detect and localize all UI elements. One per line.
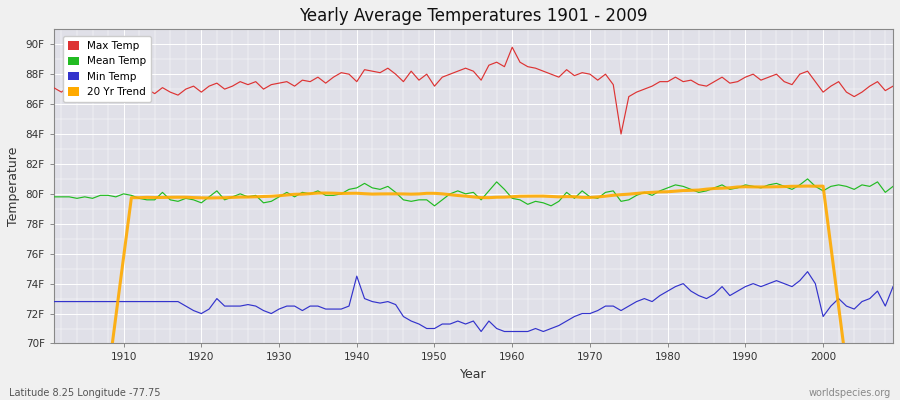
Text: worldspecies.org: worldspecies.org (809, 388, 891, 398)
Y-axis label: Temperature: Temperature (7, 147, 20, 226)
Legend: Max Temp, Mean Temp, Min Temp, 20 Yr Trend: Max Temp, Mean Temp, Min Temp, 20 Yr Tre… (63, 36, 151, 102)
Title: Yearly Average Temperatures 1901 - 2009: Yearly Average Temperatures 1901 - 2009 (299, 7, 648, 25)
X-axis label: Year: Year (460, 368, 487, 381)
Text: Latitude 8.25 Longitude -77.75: Latitude 8.25 Longitude -77.75 (9, 388, 160, 398)
